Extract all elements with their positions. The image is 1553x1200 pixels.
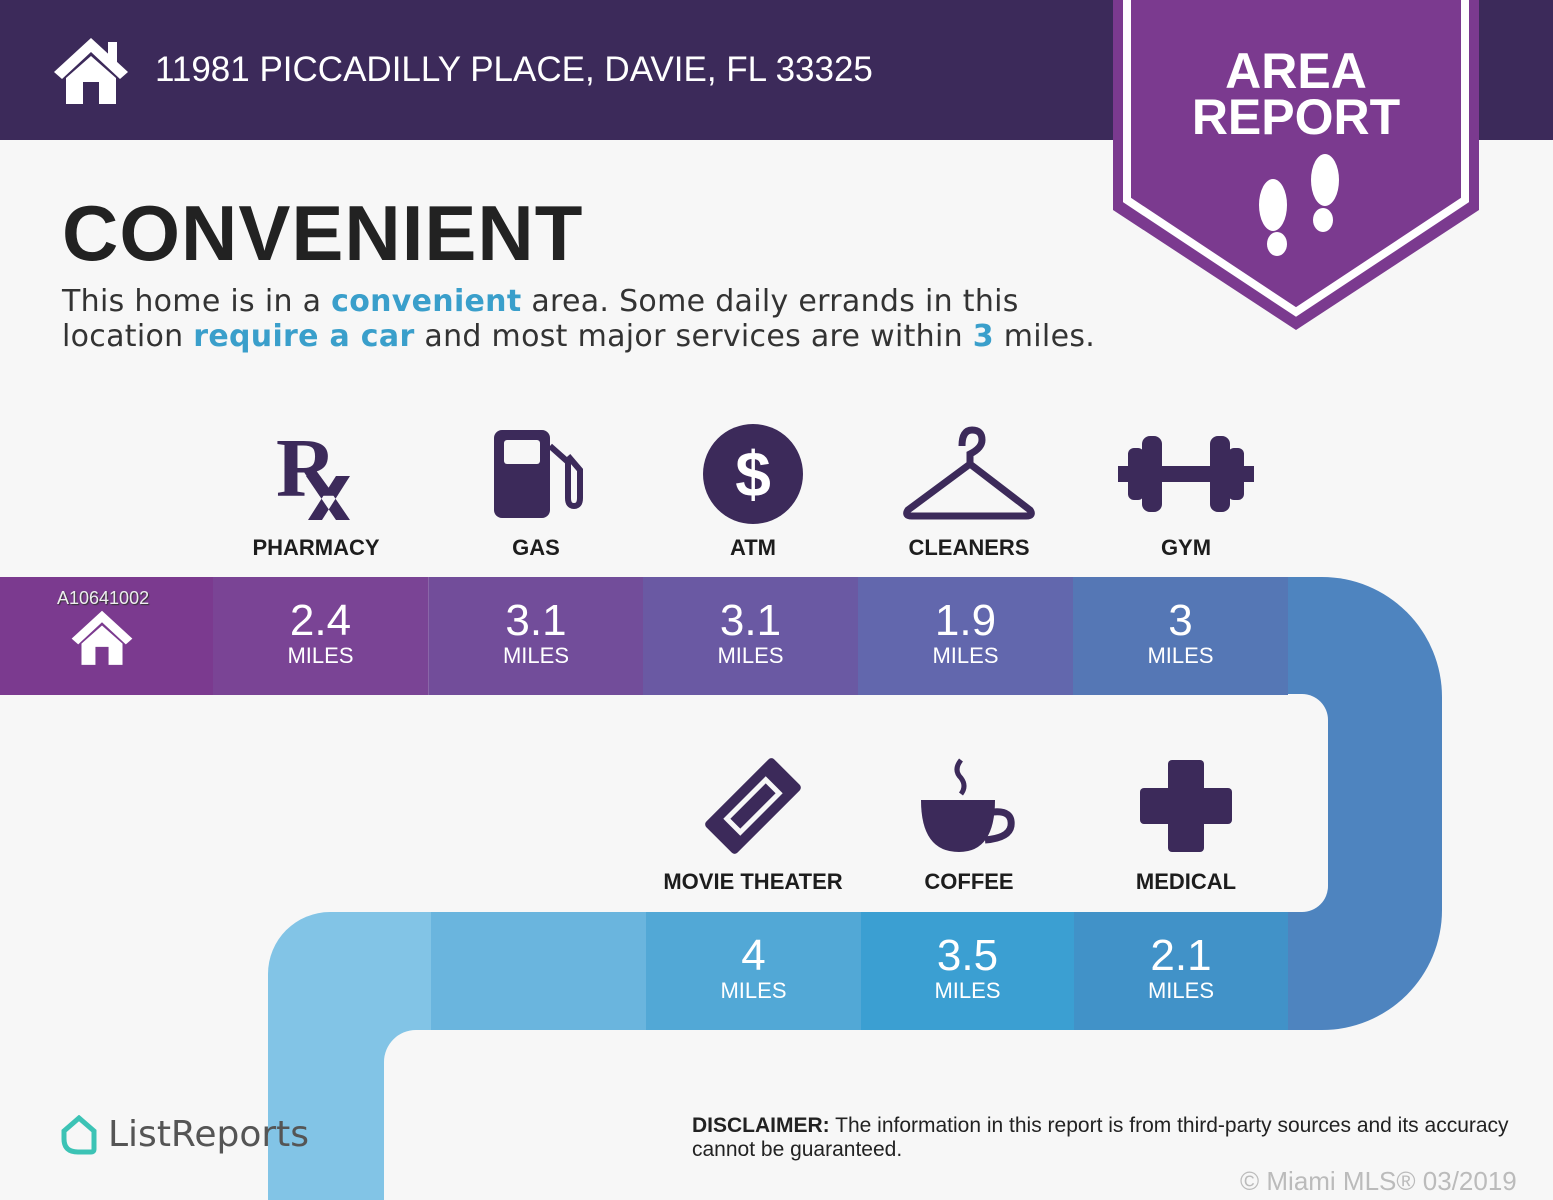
distance-movie-theater: 4 MILES <box>646 912 861 1030</box>
distance-unit: MILES <box>287 643 354 668</box>
footprints-icon <box>1259 154 1339 256</box>
property-address: 11981 PICCADILLY PLACE, DAVIE, FL 33325 <box>155 50 873 89</box>
distance-unit: MILES <box>932 643 999 668</box>
distance-value: 3.1 <box>505 596 567 645</box>
disclaimer-text: The information in this report is from t… <box>692 1114 1509 1161</box>
dumbbell-icon <box>1116 424 1256 524</box>
gap-area <box>0 694 1328 912</box>
svg-text:R: R <box>276 426 338 515</box>
distance-pharmacy: 2.4 MILES <box>213 577 428 695</box>
ticket-icon <box>683 756 823 856</box>
rx-icon: R <box>246 424 386 524</box>
area-report-badge <box>1113 0 1479 330</box>
distance-unit: MILES <box>717 643 784 668</box>
medical-cross-icon <box>1116 756 1256 856</box>
desc-highlight: 3 <box>972 319 994 354</box>
page-title: CONVENIENT <box>62 189 584 277</box>
distance-value: 4 <box>741 931 766 980</box>
desc-text: area. Some daily errands in this locatio… <box>62 284 1019 354</box>
label-coffee: COFFEE <box>924 869 1014 894</box>
distance-cleaners: 1.9 MILES <box>858 577 1073 695</box>
distance-atm: 3.1 MILES <box>643 577 858 695</box>
label-atm: ATM <box>729 535 777 560</box>
copyright-watermark: © Miami MLS® 03/2019 <box>1240 1166 1517 1196</box>
footer-area <box>384 1030 1553 1200</box>
distance-gym: 3 MILES <box>1073 577 1288 695</box>
label-gas: GAS <box>512 535 560 560</box>
home-icon <box>71 610 133 665</box>
label-gym: GYM <box>1160 535 1212 560</box>
route-segment <box>431 912 646 1030</box>
disclaimer-label: DISCLAIMER: <box>692 1114 830 1137</box>
listing-id-watermark: A10641002 <box>57 588 150 608</box>
svg-text:$: $ <box>735 438 771 510</box>
distance-unit: MILES <box>720 978 787 1003</box>
label-pharmacy: PHARMACY <box>252 535 380 560</box>
desc-highlight: convenient <box>331 284 522 319</box>
distance-value: 2.1 <box>1150 931 1212 980</box>
distance-medical: 2.1 MILES <box>1074 912 1288 1030</box>
desc-text: and most major services are within <box>414 319 973 354</box>
disclaimer: DISCLAIMER: The information in this repo… <box>692 1114 1512 1162</box>
gas-pump-icon <box>466 424 606 524</box>
distance-value: 3.5 <box>936 931 999 980</box>
listreports-logo: ListReports <box>108 1114 310 1155</box>
distance-coffee: 3.5 MILES <box>861 912 1074 1030</box>
distance-gas: 3.1 MILES <box>428 577 643 695</box>
distance-unit: MILES <box>1147 643 1214 668</box>
distance-unit: MILES <box>1147 978 1215 1003</box>
description: This home is in a convenient area. Some … <box>62 284 1122 354</box>
home-segment: A10641002 <box>0 577 213 695</box>
desc-text: This home is in a <box>62 284 332 319</box>
listreports-logo-icon <box>61 1115 97 1155</box>
label-movie-theater: MOVIE THEATER <box>663 869 843 894</box>
distance-value: 3.1 <box>719 596 782 645</box>
desc-text: miles. <box>993 319 1096 354</box>
home-icon <box>54 38 128 104</box>
label-cleaners: CLEANERS <box>908 535 1030 560</box>
distance-unit: MILES <box>934 978 1001 1003</box>
desc-highlight: require a car <box>193 319 415 354</box>
distance-value: 2.4 <box>289 596 352 645</box>
distance-value: 3 <box>1168 596 1193 645</box>
distance-unit: MILES <box>502 643 570 668</box>
coffee-icon <box>899 756 1039 856</box>
distance-value: 1.9 <box>934 596 997 645</box>
badge-line-1: AREA <box>1225 43 1367 99</box>
dollar-icon: $ <box>683 424 823 524</box>
label-medical: MEDICAL <box>1135 869 1237 894</box>
hanger-icon <box>899 424 1039 524</box>
area-report-title: AREA REPORT <box>1113 43 1479 145</box>
badge-line-2: REPORT <box>1191 89 1401 145</box>
